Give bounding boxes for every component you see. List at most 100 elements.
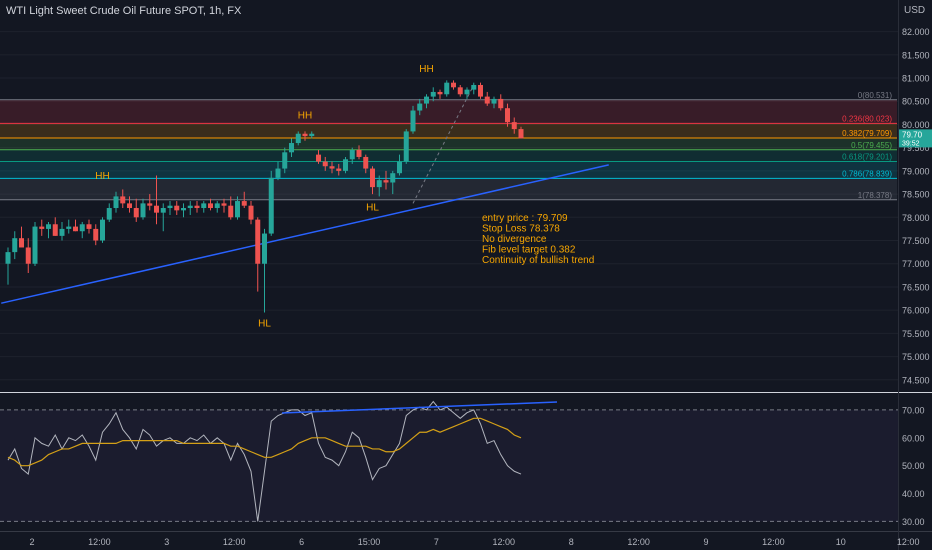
- candle-body: [322, 161, 328, 167]
- candle-body: [248, 205, 254, 220]
- swing-label: HL: [366, 202, 379, 213]
- candle-body: [214, 203, 220, 209]
- candle: [424, 94, 429, 109]
- candle: [275, 161, 281, 181]
- candle: [309, 131, 315, 139]
- trendline: [1, 164, 609, 304]
- price-tick-label: 80.000: [902, 120, 930, 130]
- fib-level-label: 0.786(78.839): [842, 169, 892, 178]
- candle-body: [478, 84, 483, 97]
- candle: [73, 219, 78, 232]
- candle-body: [491, 98, 497, 104]
- candle: [181, 203, 186, 218]
- candles: [5, 80, 524, 313]
- candle-body: [302, 133, 308, 137]
- candle-body: [127, 203, 132, 209]
- candle: [5, 247, 11, 285]
- time-tick-label: 12:00: [88, 537, 111, 547]
- candle: [383, 170, 389, 190]
- time-tick-label: 10: [836, 537, 846, 547]
- price-tick-label: 74.500: [902, 375, 930, 385]
- candle: [444, 80, 450, 97]
- rsi-band: [0, 409, 898, 522]
- candle: [100, 217, 105, 243]
- candle: [66, 219, 72, 234]
- candle: [208, 198, 213, 211]
- price-tick-label: 82.000: [902, 27, 930, 37]
- candle-body: [390, 173, 396, 183]
- candle: [120, 189, 126, 209]
- candle: [113, 191, 119, 213]
- price-grid: [0, 31, 898, 381]
- time-tick-label: 3: [164, 537, 169, 547]
- candle-body: [343, 159, 348, 171]
- candle: [147, 194, 153, 211]
- candle: [397, 154, 402, 176]
- candle: [505, 103, 510, 127]
- fib-zone: [0, 123, 897, 138]
- price-tick-label: 77.000: [902, 259, 930, 269]
- candle: [268, 170, 274, 236]
- candle-body: [255, 219, 261, 264]
- candle-body: [32, 226, 38, 264]
- candle-body: [52, 224, 58, 236]
- price-tick-label: 81.500: [902, 50, 930, 60]
- candle-body: [403, 131, 409, 162]
- candle-body: [12, 238, 18, 253]
- candle-body: [228, 205, 234, 218]
- candle-body: [349, 149, 355, 160]
- candle: [403, 129, 409, 164]
- candle-body: [241, 201, 247, 206]
- price-tick-label: 79.000: [902, 166, 930, 176]
- rsi-trendline: [281, 401, 558, 414]
- candle-body: [59, 228, 65, 236]
- candle-body: [424, 96, 429, 104]
- candle: [336, 163, 342, 176]
- current-price-label: 79.70: [902, 130, 923, 139]
- candle: [484, 91, 490, 106]
- rsi-tick-label: 30.00: [902, 517, 925, 527]
- candle-body: [464, 89, 470, 95]
- candle: [194, 201, 200, 213]
- candle-body: [133, 208, 139, 218]
- candle: [451, 80, 456, 90]
- candle: [478, 82, 483, 99]
- time-tick-label: 12:00: [223, 537, 246, 547]
- candle: [160, 203, 166, 232]
- candle-body: [397, 161, 402, 174]
- rsi-tick-label: 70.00: [902, 405, 925, 415]
- candle: [52, 217, 58, 236]
- time-tick-label: 12:00: [493, 537, 516, 547]
- price-tick-label: 78.500: [902, 190, 930, 200]
- candle-body: [444, 82, 450, 95]
- time-tick-label: 8: [569, 537, 574, 547]
- candle: [518, 126, 524, 139]
- candle: [187, 201, 193, 215]
- candle-body: [437, 91, 443, 95]
- candle: [370, 166, 375, 195]
- fib-zone: [0, 178, 897, 200]
- candle-body: [471, 84, 477, 90]
- candle-body: [79, 224, 85, 232]
- fib-zone: [0, 99, 897, 124]
- candle: [39, 219, 45, 236]
- candle: [511, 117, 517, 134]
- candle-body: [336, 168, 342, 171]
- price-tick-label: 77.500: [902, 236, 930, 246]
- fib-level-label: 0.382(79.709): [842, 129, 892, 138]
- candle: [154, 175, 159, 225]
- candle: [437, 89, 443, 99]
- fib-level-label: 0.618(79.201): [842, 153, 892, 162]
- time-tick-label: 7: [434, 537, 439, 547]
- candle-body: [154, 205, 159, 213]
- candle: [214, 201, 220, 213]
- candle-body: [160, 208, 166, 213]
- candle: [174, 201, 180, 215]
- candle: [471, 82, 477, 95]
- price-tick-label: 80.500: [902, 97, 930, 107]
- candle-body: [410, 110, 416, 132]
- projection-line: [412, 84, 475, 204]
- candle: [32, 221, 38, 267]
- candle: [349, 147, 355, 164]
